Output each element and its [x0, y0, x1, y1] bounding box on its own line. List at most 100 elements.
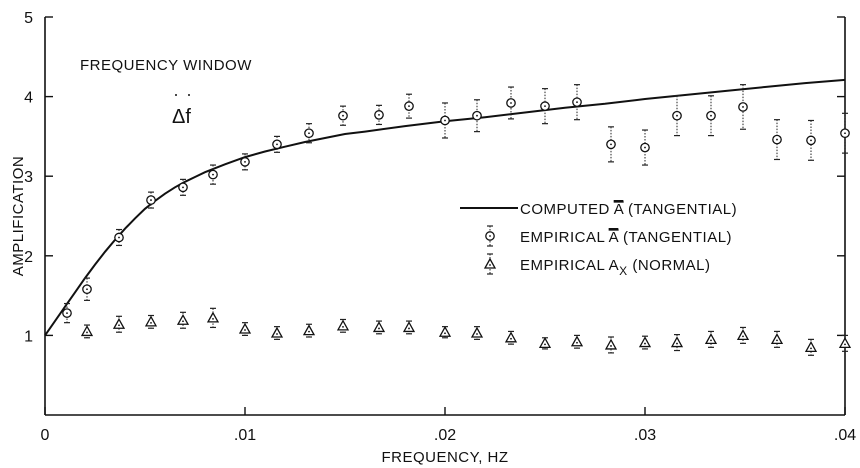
empirical-tangential-point [82, 284, 92, 295]
plot-series [44, 78, 852, 356]
empirical-normal-error-bar [180, 311, 186, 329]
empirical-normal-point [704, 333, 718, 345]
empirical-tangential-point [506, 98, 516, 108]
empirical-tangential-point [272, 139, 282, 150]
empirical-normal-point [336, 319, 350, 331]
frequency-window-annotation: FREQUENCY WINDOW Δf [80, 57, 252, 128]
empirical-tangential-point [606, 139, 616, 150]
empirical-tangential-error-bar [442, 102, 448, 139]
empirical-normal-point [838, 337, 852, 349]
empirical-tangential-error-bar [774, 119, 780, 161]
x-tick-label: .03 [634, 427, 656, 444]
empirical-normal-point [470, 326, 484, 338]
empirical-normal-point [804, 341, 818, 352]
empirical-normal-point [670, 336, 684, 348]
legend-label: EMPIRICAL AX (NORMAL) [520, 257, 711, 278]
empirical-normal-point [504, 331, 518, 343]
empirical-tangential-error-bar [148, 191, 154, 209]
y-tick-label: 2 [24, 249, 33, 266]
empirical-tangential-error-bar [842, 112, 848, 154]
empirical-normal-point [402, 321, 416, 333]
empirical-tangential-error-bar [274, 135, 280, 153]
y-axis-ticks: 1 2 3 4 5 [24, 10, 845, 345]
empirical-tangential-point [178, 182, 188, 193]
empirical-tangential-error-bar [542, 88, 548, 125]
empirical-normal-error-bar [808, 338, 814, 356]
empirical-tangential-point [738, 102, 748, 112]
empirical-tangential-point [62, 308, 72, 318]
window-marker-dot [188, 94, 190, 96]
empirical-tangential-error-bar [674, 95, 680, 137]
empirical-tangential-point [440, 115, 450, 126]
empirical-tangential-error-bar [406, 93, 412, 119]
empirical-tangential-point [208, 169, 218, 180]
empirical-normal-point [144, 315, 158, 327]
empirical-tangential-point [540, 101, 550, 112]
empirical-normal-point [604, 338, 618, 350]
empirical-normal-error-bar [608, 336, 614, 354]
empirical-normal-error-bar [116, 315, 122, 333]
empirical-tangential-error-bar [708, 95, 714, 137]
empirical-normal-point [538, 337, 552, 349]
legend-label: COMPUTED A (TANGENTIAL) [520, 201, 737, 218]
empirical-tangential-point [404, 101, 414, 112]
empirical-tangential-error-bar [180, 178, 186, 196]
frequency-window-title: FREQUENCY WINDOW [80, 57, 252, 74]
legend-label: EMPIRICAL A (TANGENTIAL) [520, 229, 732, 246]
empirical-tangential-point [374, 110, 384, 120]
empirical-normal-point [112, 317, 126, 329]
empirical-normal-error-bar [774, 330, 780, 348]
empirical-tangential-point [572, 97, 582, 108]
empirical-normal-point [176, 313, 190, 325]
empirical-normal-error-bar [708, 330, 714, 348]
legend-item: EMPIRICAL AX (NORMAL) [483, 253, 711, 278]
empirical-tangential-point [772, 134, 782, 145]
empirical-normal-point [206, 311, 220, 323]
y-tick-label: 3 [24, 169, 33, 186]
empirical-tangential-point [114, 232, 124, 243]
empirical-normal-point [638, 336, 652, 348]
legend-triangle-swatch [483, 257, 497, 269]
window-marker-dot [175, 94, 177, 96]
empirical-tangential-point [146, 195, 156, 205]
empirical-normal-point [438, 325, 452, 337]
x-tick-label: .01 [234, 427, 256, 444]
empirical-normal-error-bar [842, 334, 848, 352]
empirical-normal-point [736, 329, 750, 341]
empirical-normal-point [80, 325, 94, 337]
empirical-normal-point [372, 321, 386, 333]
empirical-tangential-error-bar [574, 84, 580, 121]
empirical-normal-point [770, 333, 784, 345]
legend-circle-swatch [485, 231, 495, 241]
y-axis-title: AMPLIFICATION [10, 156, 27, 276]
y-tick-label: 4 [24, 90, 33, 107]
empirical-tangential-point [706, 110, 716, 121]
x-axis-title: FREQUENCY, HZ [381, 449, 508, 466]
y-tick-label: 1 [24, 328, 33, 345]
empirical-tangential-point [672, 110, 682, 121]
empirical-normal-point [570, 335, 584, 347]
x-tick-label: 0 [41, 427, 50, 444]
empirical-tangential-point [240, 157, 250, 167]
empirical-tangential-error-bar [808, 119, 814, 161]
legend-item: COMPUTED A (TANGENTIAL) [460, 201, 737, 218]
empirical-tangential-point [338, 110, 348, 121]
empirical-normal-error-bar [674, 334, 680, 352]
delta-f-label: Δf [172, 106, 191, 128]
empirical-tangential-point [304, 128, 314, 139]
empirical-tangential-error-bar [116, 228, 122, 247]
empirical-tangential-point [472, 110, 482, 121]
legend-item: EMPIRICAL A (TANGENTIAL) [485, 225, 732, 247]
empirical-tangential-point [640, 142, 650, 153]
empirical-normal-point [238, 322, 252, 334]
empirical-tangential-error-bar [84, 277, 90, 301]
x-axis-ticks: 0 .01 .02 .03 .04 [41, 407, 856, 444]
empirical-normal-error-bar [740, 326, 746, 344]
x-tick-label: .04 [834, 427, 856, 444]
x-tick-label: .02 [434, 427, 456, 444]
y-tick-label: 5 [24, 10, 33, 27]
empirical-normal-point [270, 326, 284, 338]
empirical-tangential-point [840, 128, 850, 139]
empirical-normal-point [302, 324, 316, 336]
empirical-tangential-point [806, 135, 816, 146]
